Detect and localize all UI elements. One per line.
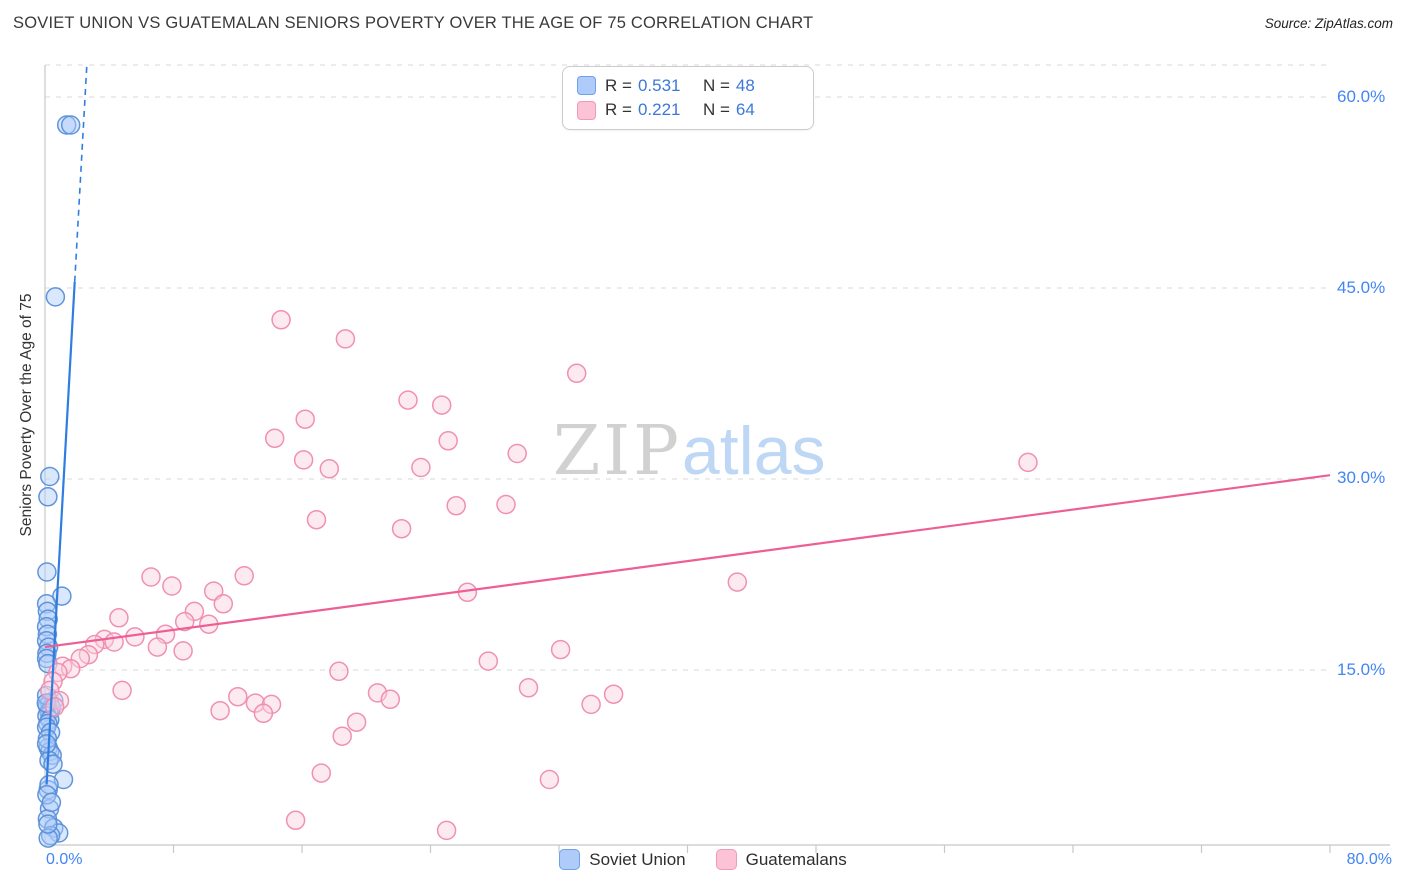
watermark-zip: ZIP — [553, 412, 682, 491]
y-tick-30: 30.0% — [1337, 468, 1386, 487]
x-axis-min-label: 0.0% — [46, 851, 83, 868]
r-prefix: R = — [605, 100, 632, 120]
soviet-union-swatch — [577, 76, 596, 96]
y-axis-label: Seniors Poverty Over the Age of 75 — [18, 293, 35, 537]
n-value: 48 — [735, 75, 755, 95]
legend-label: Guatemalans — [745, 849, 847, 869]
correlation-legend: R = 0.531 N = 48 R = 0.221 N = 64 — [562, 66, 814, 130]
legend-item-soviet-union: Soviet Union — [559, 849, 686, 870]
n-prefix: N = — [702, 100, 730, 120]
source-credit: Source: ZipAtlas.com — [1264, 16, 1393, 31]
chart-title: SOVIET UNION VS GUATEMALAN SENIORS POVER… — [13, 14, 814, 32]
watermark-atlas: atlas — [681, 413, 826, 489]
guatemalans-swatch — [577, 100, 596, 120]
x-axis-max-label: 80.0% — [1346, 851, 1392, 868]
y-tick-60: 60.0% — [1337, 87, 1386, 106]
series-legend: Soviet Union Guatemalans — [0, 849, 1406, 870]
legend-row-guatemalans: R = 0.221 N = 64 — [577, 100, 799, 120]
zipatlas-watermark: ZIPatlas — [553, 417, 826, 486]
y-tick-45: 45.0% — [1337, 278, 1386, 297]
r-value: 0.221 — [637, 100, 681, 120]
n-prefix: N = — [702, 75, 730, 95]
legend-row-soviet-union: R = 0.531 N = 48 — [577, 76, 799, 96]
guatemalans-swatch — [715, 849, 737, 870]
y-tick-15: 15.0% — [1337, 660, 1386, 679]
n-value: 64 — [735, 100, 755, 120]
r-value: 0.531 — [637, 75, 681, 95]
soviet-union-swatch — [559, 849, 581, 870]
legend-item-guatemalans: Guatemalans — [715, 849, 847, 870]
legend-label: Soviet Union — [589, 849, 686, 869]
r-prefix: R = — [605, 75, 632, 95]
